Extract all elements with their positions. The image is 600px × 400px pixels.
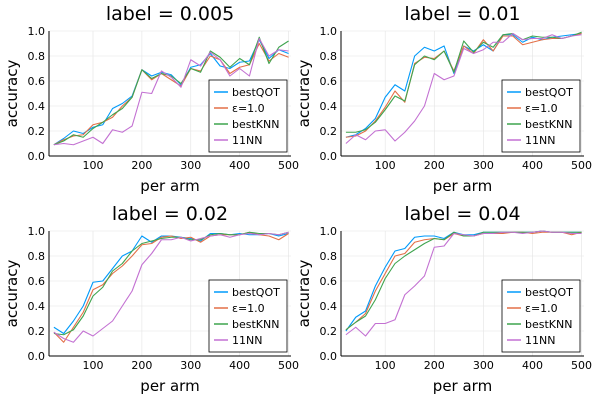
y-tick-label: 0.2 <box>28 325 46 338</box>
legend-label: ε=1.0 <box>525 102 558 115</box>
x-tick-label: 100 <box>83 359 104 372</box>
legend-label: ε=1.0 <box>232 102 265 115</box>
y-tick-label: 0.4 <box>320 300 338 313</box>
subplot-4: 100 200 300 400 500 0.0 0.2 0.4 0.6 0.8 1.0 label =… <box>295 203 592 395</box>
y-tick-label: 0.4 <box>28 100 46 113</box>
y-tick-label: 0.6 <box>28 75 46 88</box>
x-tick-label: 100 <box>375 359 396 372</box>
y-tick-label: 0.2 <box>28 125 46 138</box>
y-tick-label: 0.8 <box>28 50 46 63</box>
series-line-3 <box>53 36 289 146</box>
chart-title: label = 0.01 <box>404 3 520 25</box>
series-line-4 <box>345 230 582 337</box>
legend: bestQOT ε=1.0 bestKNN 11NN <box>501 79 581 153</box>
series-line-3 <box>345 31 582 133</box>
x-tick-label: 500 <box>278 359 299 372</box>
y-tick-label: 1.0 <box>320 225 338 238</box>
legend-label: 11NN <box>525 334 555 347</box>
x-axis-label: per arm <box>140 177 199 195</box>
chart-title: label = 0.04 <box>404 203 520 225</box>
y-tick-label: 0.0 <box>28 350 46 363</box>
legend: bestQOT ε=1.0 bestKNN 11NN <box>208 279 288 353</box>
y-tick-label: 0.8 <box>320 250 338 263</box>
x-axis-label: per arm <box>433 377 492 395</box>
legend-label: bestQOT <box>525 86 573 99</box>
x-tick-label: 500 <box>571 159 592 172</box>
y-tick-label: 0.4 <box>320 100 338 113</box>
x-tick-label: 100 <box>83 159 104 172</box>
legend-label: 11NN <box>525 134 555 147</box>
series-line-2 <box>345 32 582 138</box>
x-tick-label: 200 <box>424 359 445 372</box>
subplot-3: 100 200 300 400 500 0.0 0.2 0.4 0.6 0.8 1.0 label =… <box>3 203 299 395</box>
legend-label: bestKNN <box>525 118 572 131</box>
x-tick-label: 400 <box>522 159 543 172</box>
y-axis-label: accuracy <box>295 60 313 128</box>
y-tick-label: 0.6 <box>320 75 338 88</box>
y-tick-label: 0.0 <box>320 150 338 163</box>
series-line-1 <box>53 39 289 146</box>
x-tick-label: 300 <box>473 359 494 372</box>
legend-label: bestKNN <box>232 318 279 331</box>
series-line-4 <box>53 231 289 343</box>
y-tick-label: 1.0 <box>28 25 46 38</box>
x-tick-label: 300 <box>180 159 201 172</box>
x-tick-label: 400 <box>229 159 250 172</box>
y-tick-label: 1.0 <box>28 225 46 238</box>
legend-label: bestQOT <box>232 286 280 299</box>
x-tick-label: 300 <box>473 159 494 172</box>
legend-label: bestKNN <box>232 118 279 131</box>
legend: bestQOT ε=1.0 bestKNN 11NN <box>501 279 581 353</box>
legend-label: bestKNN <box>525 318 572 331</box>
y-axis-label: accuracy <box>3 260 21 328</box>
y-tick-label: 0.8 <box>28 250 46 263</box>
y-tick-label: 0.6 <box>320 275 338 288</box>
legend-label: 11NN <box>232 134 262 147</box>
y-axis-label: accuracy <box>295 260 313 328</box>
y-tick-label: 1.0 <box>320 25 338 38</box>
series-line-4 <box>345 32 582 144</box>
y-tick-label: 0.4 <box>28 300 46 313</box>
subplot-2: 100 200 300 400 500 0.0 0.2 0.4 0.6 0.8 1.0 label =… <box>295 3 592 195</box>
x-tick-label: 400 <box>522 359 543 372</box>
x-tick-label: 500 <box>278 159 299 172</box>
y-tick-label: 0.8 <box>320 50 338 63</box>
legend-label: ε=1.0 <box>232 302 265 315</box>
legend-label: 11NN <box>232 334 262 347</box>
y-tick-label: 0.6 <box>28 275 46 288</box>
x-tick-label: 500 <box>571 359 592 372</box>
x-tick-label: 200 <box>131 359 152 372</box>
x-axis-label: per arm <box>433 177 492 195</box>
x-axis-label: per arm <box>140 377 199 395</box>
y-tick-label: 0.0 <box>320 350 338 363</box>
legend-label: ε=1.0 <box>525 302 558 315</box>
y-axis-label: accuracy <box>3 60 21 128</box>
x-tick-label: 400 <box>229 359 250 372</box>
y-tick-label: 0.2 <box>320 125 338 138</box>
chart-title: label = 0.005 <box>106 3 234 25</box>
legend: bestQOT ε=1.0 bestKNN 11NN <box>208 79 288 153</box>
legend-label: bestQOT <box>232 86 280 99</box>
subplot-1: 100 200 300 400 500 0.0 0.2 0.4 0.6 0.8 1.0 label =… <box>3 3 299 195</box>
y-tick-label: 0.0 <box>28 150 46 163</box>
x-tick-label: 100 <box>375 159 396 172</box>
x-tick-label: 200 <box>131 159 152 172</box>
chart-title: label = 0.02 <box>112 203 228 225</box>
x-tick-label: 300 <box>180 359 201 372</box>
x-tick-label: 200 <box>424 159 445 172</box>
y-tick-label: 0.2 <box>320 325 338 338</box>
legend-label: bestQOT <box>525 286 573 299</box>
series-line-3 <box>53 231 289 336</box>
series-line-4 <box>53 37 289 146</box>
